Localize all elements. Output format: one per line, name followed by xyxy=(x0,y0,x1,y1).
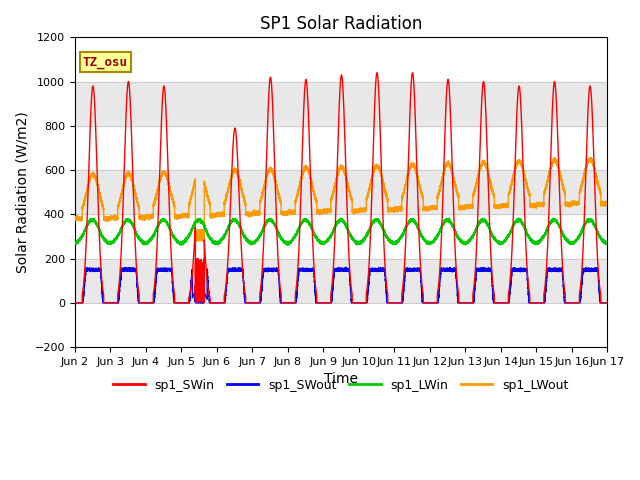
sp1_LWin xyxy=(471,228,479,234)
sp1_LWin xyxy=(486,226,493,232)
sp1_LWin xyxy=(499,240,507,246)
Title: SP1 Solar Radiation: SP1 Solar Radiation xyxy=(260,15,422,33)
sp1_LWin xyxy=(337,215,345,221)
sp1_LWout xyxy=(99,203,106,209)
sp1_LWout xyxy=(499,202,507,208)
sp1_LWout xyxy=(486,176,493,182)
Bar xyxy=(75,170,607,215)
sp1_LWout xyxy=(604,199,611,204)
Line: sp1_LWin: sp1_LWin xyxy=(75,218,607,245)
sp1_SWin xyxy=(409,70,417,76)
sp1_LWin xyxy=(99,235,106,240)
X-axis label: Time: Time xyxy=(324,372,358,386)
sp1_SWout xyxy=(411,268,419,274)
sp1_LWout xyxy=(71,216,79,222)
sp1_SWout xyxy=(99,296,106,301)
sp1_LWout xyxy=(552,155,559,160)
sp1_SWout xyxy=(342,264,350,270)
sp1_SWin xyxy=(411,103,419,108)
sp1_LWin xyxy=(284,242,291,248)
sp1_SWin xyxy=(71,300,79,306)
sp1_LWout xyxy=(471,185,479,191)
Bar xyxy=(75,82,607,126)
Line: sp1_SWin: sp1_SWin xyxy=(75,73,607,303)
sp1_SWout xyxy=(471,282,479,288)
sp1_SWin xyxy=(604,300,611,306)
sp1_SWin xyxy=(471,270,479,276)
sp1_LWin xyxy=(604,240,611,246)
sp1_SWin xyxy=(486,222,493,228)
sp1_SWout xyxy=(486,266,493,272)
sp1_SWin xyxy=(99,285,106,291)
sp1_SWin xyxy=(506,277,514,283)
Text: TZ_osu: TZ_osu xyxy=(83,56,128,69)
sp1_SWout xyxy=(499,300,507,306)
sp1_LWin xyxy=(71,240,79,246)
sp1_LWin xyxy=(506,230,514,236)
sp1_LWout xyxy=(199,238,207,244)
sp1_SWin xyxy=(499,300,507,306)
Bar xyxy=(75,259,607,303)
sp1_SWout xyxy=(604,300,611,306)
sp1_LWin xyxy=(411,217,419,223)
Y-axis label: Solar Radiation (W/m2): Solar Radiation (W/m2) xyxy=(15,111,29,273)
Legend: sp1_SWin, sp1_SWout, sp1_LWin, sp1_LWout: sp1_SWin, sp1_SWout, sp1_LWin, sp1_LWout xyxy=(109,373,573,396)
sp1_SWout xyxy=(506,288,514,294)
Line: sp1_SWout: sp1_SWout xyxy=(75,267,607,303)
sp1_LWout xyxy=(506,186,514,192)
sp1_LWout xyxy=(411,165,419,170)
Line: sp1_LWout: sp1_LWout xyxy=(75,157,607,241)
sp1_SWout xyxy=(71,300,79,306)
